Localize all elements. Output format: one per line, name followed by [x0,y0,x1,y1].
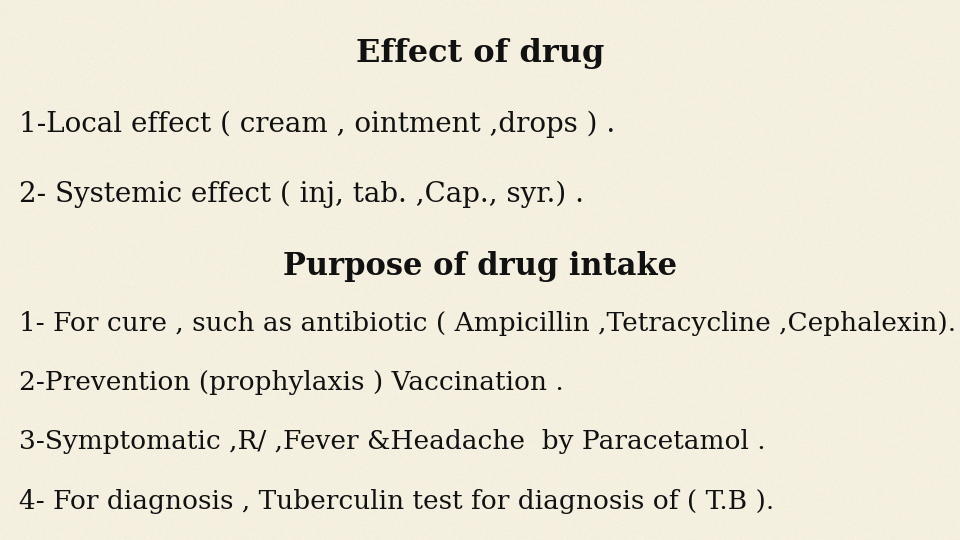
Text: 1-Local effect ( cream , ointment ,drops ) .: 1-Local effect ( cream , ointment ,drops… [19,111,615,138]
Text: 2-Prevention (prophylaxis ) Vaccination .: 2-Prevention (prophylaxis ) Vaccination … [19,370,564,395]
Text: 4- For diagnosis , Tuberculin test for diagnosis of ( T.B ).: 4- For diagnosis , Tuberculin test for d… [19,489,775,514]
Text: 2- Systemic effect ( inj, tab. ,Cap., syr.) .: 2- Systemic effect ( inj, tab. ,Cap., sy… [19,181,585,208]
Text: Purpose of drug intake: Purpose of drug intake [283,251,677,282]
Text: Effect of drug: Effect of drug [356,38,604,69]
Text: 3-Symptomatic ,R/ ,Fever &Headache  by Paracetamol .: 3-Symptomatic ,R/ ,Fever &Headache by Pa… [19,429,766,454]
Text: 1- For cure , such as antibiotic ( Ampicillin ,Tetracycline ,Cephalexin).: 1- For cure , such as antibiotic ( Ampic… [19,310,956,335]
